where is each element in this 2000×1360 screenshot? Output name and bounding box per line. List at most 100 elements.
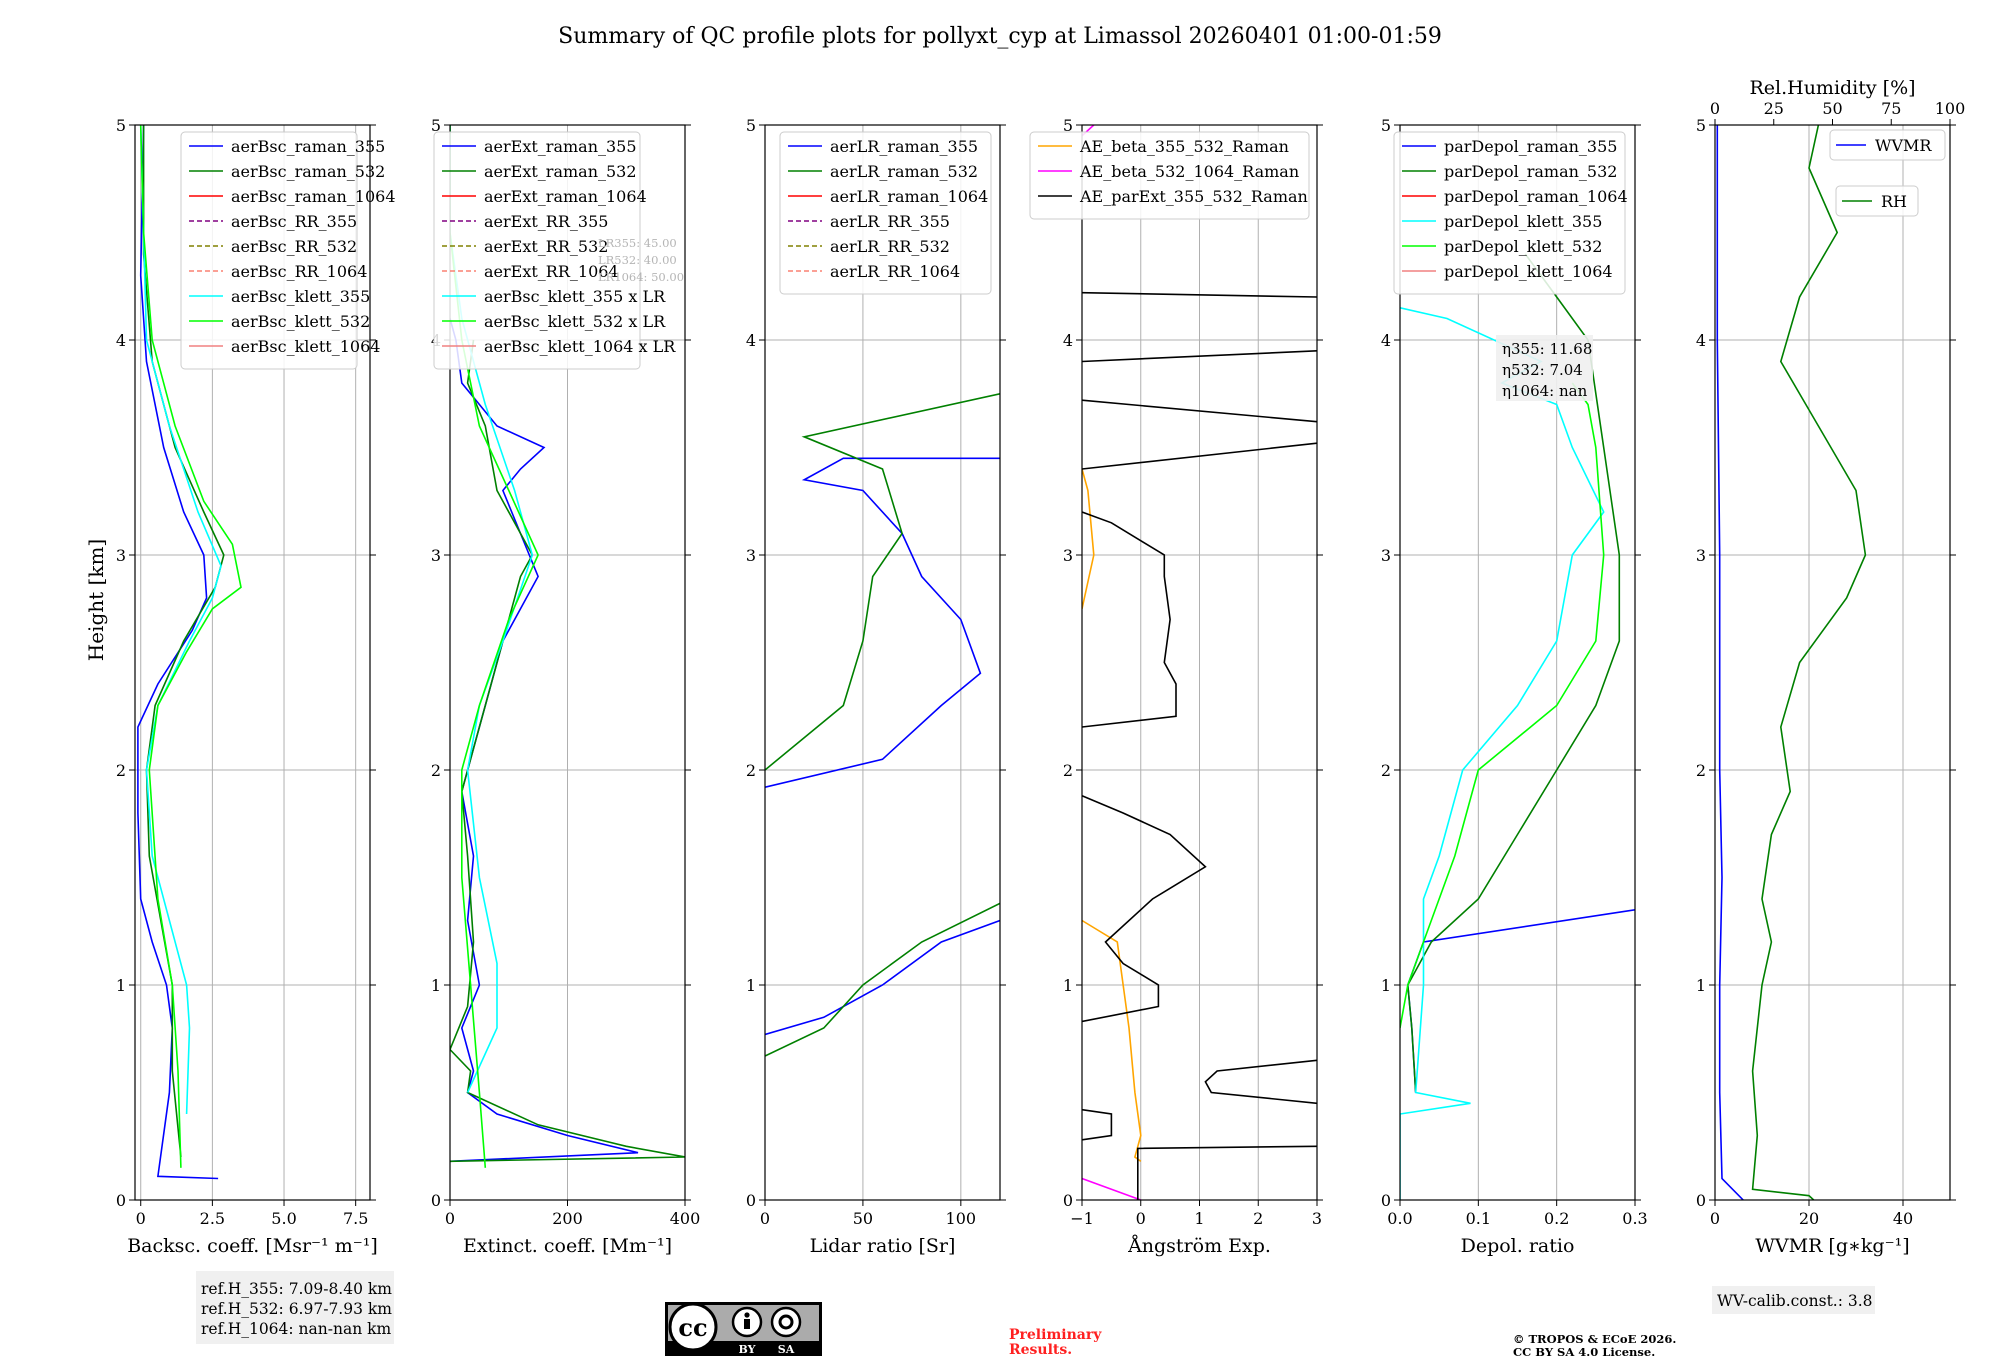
y-tick-label: 3	[1381, 546, 1391, 565]
x-tick-label: 40	[1893, 1209, 1913, 1228]
x-tick-label: 2.5	[200, 1209, 225, 1228]
eta-annotation: η355: 11.68	[1502, 340, 1592, 358]
x-tick-label: 2	[1253, 1209, 1263, 1228]
copyright-line2: CC BY SA 4.0 License.	[1513, 1345, 1655, 1359]
x-tick-label: 200	[552, 1209, 583, 1228]
eta-box	[1496, 335, 1593, 401]
x-axis-label-ae: Ångström Exp.	[1127, 1235, 1271, 1257]
legend-entry: aerLR_raman_355	[830, 137, 978, 156]
series-AE_parExt_355_532_Raman	[1082, 795, 1207, 1023]
y-tick-label: 4	[1063, 331, 1073, 350]
y-tick-label: 1	[116, 976, 126, 995]
lr-annotation: LR1064: 50.00	[598, 270, 684, 284]
series-WVMR	[1716, 125, 1744, 1200]
cc-license-badge: cc BY SA	[665, 1302, 822, 1356]
series-AE_parExt_355_532_Raman	[1082, 1108, 1113, 1141]
cc-sa-text: SA	[778, 1343, 795, 1356]
y-tick-label: 3	[746, 546, 756, 565]
legend-box	[180, 131, 358, 370]
legend-entry: aerLR_RR_1064	[830, 262, 960, 281]
series-AE_parExt_355_532_Raman	[1082, 291, 1317, 298]
y-tick-label: 0	[1696, 1191, 1706, 1210]
series-aerLR_raman_355	[765, 919, 1000, 1036]
series-AE_parExt_355_532_Raman	[1204, 1059, 1317, 1105]
series-group-ae	[1082, 125, 1317, 1200]
y-tick-label: 2	[1381, 761, 1391, 780]
series-AE_parExt_355_532_Raman	[1082, 511, 1177, 728]
legend-entry: aerBsc_RR_1064	[231, 262, 367, 281]
y-tick-label: 1	[431, 976, 441, 995]
x-tick-label: 0	[760, 1209, 770, 1228]
y-tick-label: 1	[1696, 976, 1706, 995]
axes-frame	[134, 124, 371, 1201]
legend-entry: parDepol_raman_532	[1444, 162, 1617, 181]
y-tick-label: 2	[431, 761, 441, 780]
y-tick-label: 1	[746, 976, 756, 995]
y-tick-label: 2	[1063, 761, 1073, 780]
legend-entry: parDepol_raman_1064	[1444, 187, 1628, 206]
axes-frame	[1714, 124, 1951, 1201]
x-tick-label: 0.0	[1387, 1209, 1412, 1228]
lr-annotation: LR532: 40.00	[598, 253, 677, 267]
y-tick-label: 1	[1381, 976, 1391, 995]
y-tick-label: 2	[746, 761, 756, 780]
axes-frame	[764, 124, 1001, 1201]
series-aerExt_raman_355	[450, 318, 639, 1163]
y-tick-label: 3	[431, 546, 441, 565]
x-tick-label: −1	[1070, 1209, 1094, 1228]
x-tick-label: 5.0	[271, 1209, 296, 1228]
y-tick-label: 4	[746, 331, 756, 350]
y-tick-label: 5	[1381, 116, 1391, 135]
series-group-lr	[765, 393, 1000, 1057]
legend-entry: parDepol_klett_355	[1444, 212, 1602, 231]
legend-entry: aerBsc_raman_532	[231, 162, 385, 181]
x-tick-label: 0	[1710, 1209, 1720, 1228]
x-tick-label: 50	[853, 1209, 873, 1228]
panel-depol: 0.0 0.1 0.2 0.3 0 1 2 3 4 5 Depol. ratio parDepol_r…	[1381, 116, 1648, 1257]
eta-annotation: η1064: nan	[1502, 382, 1588, 400]
y-tick-label: 0	[1381, 1191, 1391, 1210]
legend-entry: aerLR_raman_532	[830, 162, 978, 181]
legend-box	[433, 131, 641, 370]
panel-ext: 0200400012345Extinct. coeff. [Mm⁻¹]aerEx…	[431, 116, 700, 1257]
series-group-wv	[1716, 125, 1867, 1200]
top-x-tick-label: 50	[1822, 99, 1842, 118]
series-RH	[1751, 125, 1867, 1200]
legend-entry: parDepol_klett_1064	[1444, 262, 1613, 281]
figure-title: Summary of QC profile plots for pollyxt_…	[558, 24, 1442, 49]
legend-entry: WVMR	[1875, 136, 1932, 155]
panel-wv: 0 20 40 0 1 2 3 4 5 WVMR [g∗kg⁻¹] 0 25 50 75 100 Rel.Hu…	[1696, 77, 1965, 1257]
x-tick-label: 400	[670, 1209, 701, 1228]
legend-entry: aerLR_raman_1064	[830, 187, 988, 206]
y-tick-label: 3	[1063, 546, 1073, 565]
axes-frame	[1399, 124, 1636, 1201]
refh-532: ref.H_532: 6.97-7.93 km	[201, 1300, 392, 1318]
legend-entry: parDepol_raman_355	[1444, 137, 1617, 156]
legend-box	[779, 131, 992, 295]
series-AE_parExt_355_532_Raman	[1082, 399, 1317, 423]
y-tick-label: 0	[1063, 1191, 1073, 1210]
legend-entry: aerLR_RR_355	[830, 212, 950, 231]
panels: 0 2.5 5.0 7.5 0 1 2 3 4 5 Backsc. coeff. [Msr⁻¹ m⁻…	[116, 77, 1965, 1257]
panel-lr: 0 50 100 0 1 2 3 4 5 Lidar ratio [Sr] aerLR_raman_…	[746, 116, 1006, 1257]
series-AE_parExt_355_532_Raman	[1082, 350, 1317, 363]
lr-annotation: LR355: 45.00	[598, 236, 677, 250]
top-x-tick-label: 0	[1710, 99, 1720, 118]
wv-calib-box: WV-calib.const.: 3.8	[1712, 1286, 1875, 1314]
x-tick-label: 3	[1312, 1209, 1322, 1228]
series-AE_parExt_355_532_Raman	[1137, 1145, 1317, 1200]
x-axis-label-lr: Lidar ratio [Sr]	[810, 1235, 956, 1257]
series-AE_beta_355_532_Raman	[1082, 468, 1095, 609]
refh-note-box: ref.H_355: 7.09-8.40 km ref.H_532: 6.97-…	[196, 1271, 394, 1344]
x-axis-label-wv: WVMR [g∗kg⁻¹]	[1755, 1235, 1909, 1257]
x-tick-label: 7.5	[343, 1209, 368, 1228]
x-tick-label: 0	[136, 1209, 146, 1228]
legend-box	[1393, 131, 1626, 295]
legend-entry: parDepol_klett_532	[1444, 237, 1602, 256]
y-tick-label: 3	[116, 546, 126, 565]
y-tick-label: 3	[1696, 546, 1706, 565]
x-axis-label-depol: Depol. ratio	[1461, 1235, 1575, 1257]
y-tick-label: 1	[1063, 976, 1073, 995]
legend-entry: aerBsc_raman_355	[231, 137, 385, 156]
